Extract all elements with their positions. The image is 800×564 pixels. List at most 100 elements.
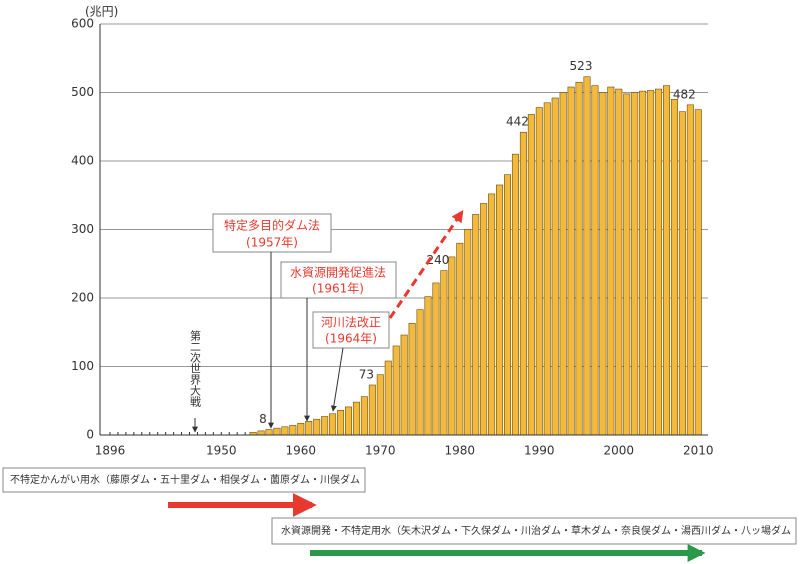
y-tick-label: 500 [71, 85, 94, 99]
y-tick-label: 200 [71, 291, 94, 305]
value-label: 523 [570, 59, 593, 73]
bar [480, 203, 488, 436]
bar [686, 104, 694, 436]
bar [344, 406, 352, 436]
bar [424, 296, 432, 436]
bar [289, 425, 297, 436]
y-tick-label: 100 [71, 359, 94, 373]
bar [559, 92, 567, 436]
annotation-text: 河川法改正 [321, 316, 381, 330]
bar [591, 85, 599, 436]
bar [321, 416, 329, 436]
value-label: 73 [359, 367, 374, 381]
annotation-box [212, 213, 332, 253]
bar [567, 86, 575, 436]
bar [432, 282, 440, 436]
period-text: 水資源開発・不特定用水（矢木沢ダム・下久保ダム・川治ダム・草木ダム・奈良俣ダム・… [281, 524, 791, 537]
x-tick-label: 2010 [683, 444, 714, 458]
trend-arrow [388, 210, 464, 319]
bar [257, 430, 265, 436]
annotation: 水資源開発促進法 (1961年) [280, 261, 397, 422]
annotation-text: 第二次世界大戦 [189, 329, 202, 408]
value-label: 240 [426, 253, 449, 267]
bar [392, 345, 400, 436]
bar [511, 153, 519, 436]
bar [337, 410, 345, 436]
bar [607, 86, 615, 436]
x-tick-label: 1990 [524, 444, 555, 458]
value-label: 482 [673, 87, 696, 101]
annotation-arrow [330, 347, 344, 412]
bar [615, 88, 623, 436]
x-tick-label: 1960 [286, 444, 317, 458]
bar [496, 184, 504, 436]
bar [305, 420, 313, 436]
bar [551, 97, 559, 436]
bar [456, 242, 464, 436]
y-unit: (兆円) [85, 5, 118, 19]
bar [519, 131, 527, 436]
annotation-text: (1964年) [325, 332, 377, 346]
period-box [2, 467, 366, 493]
y-tick-label: 0 [86, 428, 94, 442]
bar [631, 92, 639, 436]
bar [527, 114, 535, 436]
bar [543, 102, 551, 436]
bar [662, 85, 670, 436]
x-tick-label: 1896 [95, 444, 126, 458]
bar [535, 107, 543, 436]
bar [464, 229, 472, 436]
x-tick-label: 1950 [206, 444, 237, 458]
bar [599, 92, 607, 436]
bar [694, 109, 702, 436]
period-box [271, 517, 797, 545]
period-text: 不特定かんがい用水（藤原ダム・五十里ダム・相俣ダム・薗原ダム・川俣ダム [10, 473, 360, 486]
bar [368, 384, 376, 436]
bar [655, 88, 663, 436]
bar [384, 360, 392, 436]
value-label: 442 [506, 115, 529, 129]
y-tick-label: 400 [71, 154, 94, 168]
x-tick-label: 2000 [604, 444, 635, 458]
annotation-text: 特定多目的ダム法 [224, 218, 320, 233]
bar [313, 418, 321, 436]
bar [488, 193, 496, 436]
bar [503, 174, 511, 436]
bar [360, 396, 368, 436]
annotation-box [312, 311, 390, 349]
bar [408, 323, 416, 436]
y-tick-label: 300 [71, 222, 94, 236]
bar [273, 427, 281, 436]
annotation-text: 水資源開発促進法 [290, 266, 386, 280]
plot: 0 100 200 300 400 500 600 1896 1950 8 1960 73 1970 24… [71, 17, 713, 458]
bar [678, 111, 686, 436]
annotation-box [280, 261, 397, 299]
bar [281, 426, 289, 436]
bar [472, 214, 480, 436]
y-tick-label: 600 [71, 17, 94, 31]
bar [448, 256, 456, 436]
x-tick-label: 1970 [365, 444, 396, 458]
bar [670, 99, 678, 436]
bar [329, 413, 337, 436]
bar [376, 374, 384, 436]
bar [265, 429, 273, 436]
annotation-text: (1957年) [246, 236, 298, 250]
bar [297, 423, 305, 436]
bar [440, 270, 448, 436]
bar [575, 81, 583, 436]
annotation-text: (1961年) [312, 282, 364, 296]
annotation: 河川法改正 (1964年) [312, 311, 390, 412]
x-tick-label: 1980 [445, 444, 476, 458]
bar [352, 401, 360, 436]
bar [623, 93, 631, 436]
bar [400, 334, 408, 436]
bar [639, 90, 647, 436]
bar [416, 309, 424, 436]
annotation: 特定多目的ダム法 (1957年) [212, 213, 332, 429]
bar [647, 90, 655, 436]
annotation: 第二次世界大戦 [189, 329, 202, 433]
bar [583, 76, 591, 436]
value-label: 8 [259, 412, 267, 426]
